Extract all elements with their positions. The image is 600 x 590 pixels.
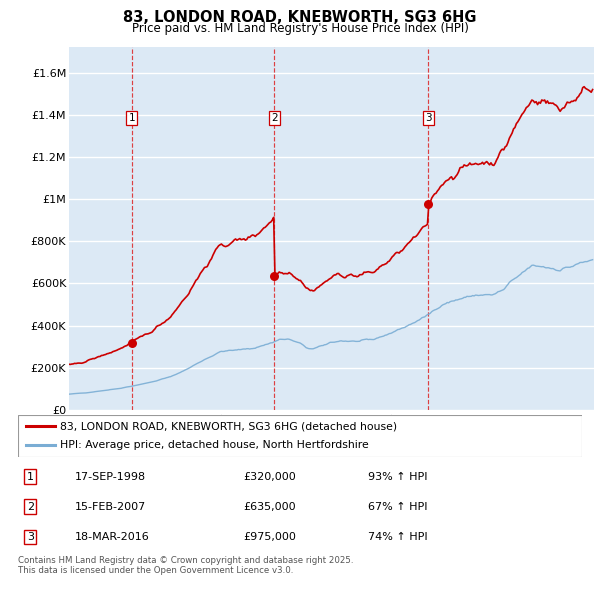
Text: £975,000: £975,000 — [244, 532, 296, 542]
FancyBboxPatch shape — [18, 415, 582, 457]
Text: 1: 1 — [128, 113, 135, 123]
Text: £320,000: £320,000 — [244, 471, 296, 481]
Text: £635,000: £635,000 — [244, 502, 296, 512]
Text: HPI: Average price, detached house, North Hertfordshire: HPI: Average price, detached house, Nort… — [60, 440, 369, 450]
Text: Contains HM Land Registry data © Crown copyright and database right 2025.
This d: Contains HM Land Registry data © Crown c… — [18, 556, 353, 575]
Text: 15-FEB-2007: 15-FEB-2007 — [74, 502, 146, 512]
Text: 1: 1 — [27, 471, 34, 481]
Text: 18-MAR-2016: 18-MAR-2016 — [74, 532, 149, 542]
Text: 93% ↑ HPI: 93% ↑ HPI — [368, 471, 427, 481]
Text: 83, LONDON ROAD, KNEBWORTH, SG3 6HG: 83, LONDON ROAD, KNEBWORTH, SG3 6HG — [123, 10, 477, 25]
Text: 74% ↑ HPI: 74% ↑ HPI — [368, 532, 427, 542]
Text: 3: 3 — [425, 113, 431, 123]
Text: 17-SEP-1998: 17-SEP-1998 — [74, 471, 146, 481]
Text: 2: 2 — [27, 502, 34, 512]
Text: Price paid vs. HM Land Registry's House Price Index (HPI): Price paid vs. HM Land Registry's House … — [131, 22, 469, 35]
Text: 3: 3 — [27, 532, 34, 542]
Text: 2: 2 — [271, 113, 278, 123]
Text: 67% ↑ HPI: 67% ↑ HPI — [368, 502, 427, 512]
Text: 83, LONDON ROAD, KNEBWORTH, SG3 6HG (detached house): 83, LONDON ROAD, KNEBWORTH, SG3 6HG (det… — [60, 421, 397, 431]
